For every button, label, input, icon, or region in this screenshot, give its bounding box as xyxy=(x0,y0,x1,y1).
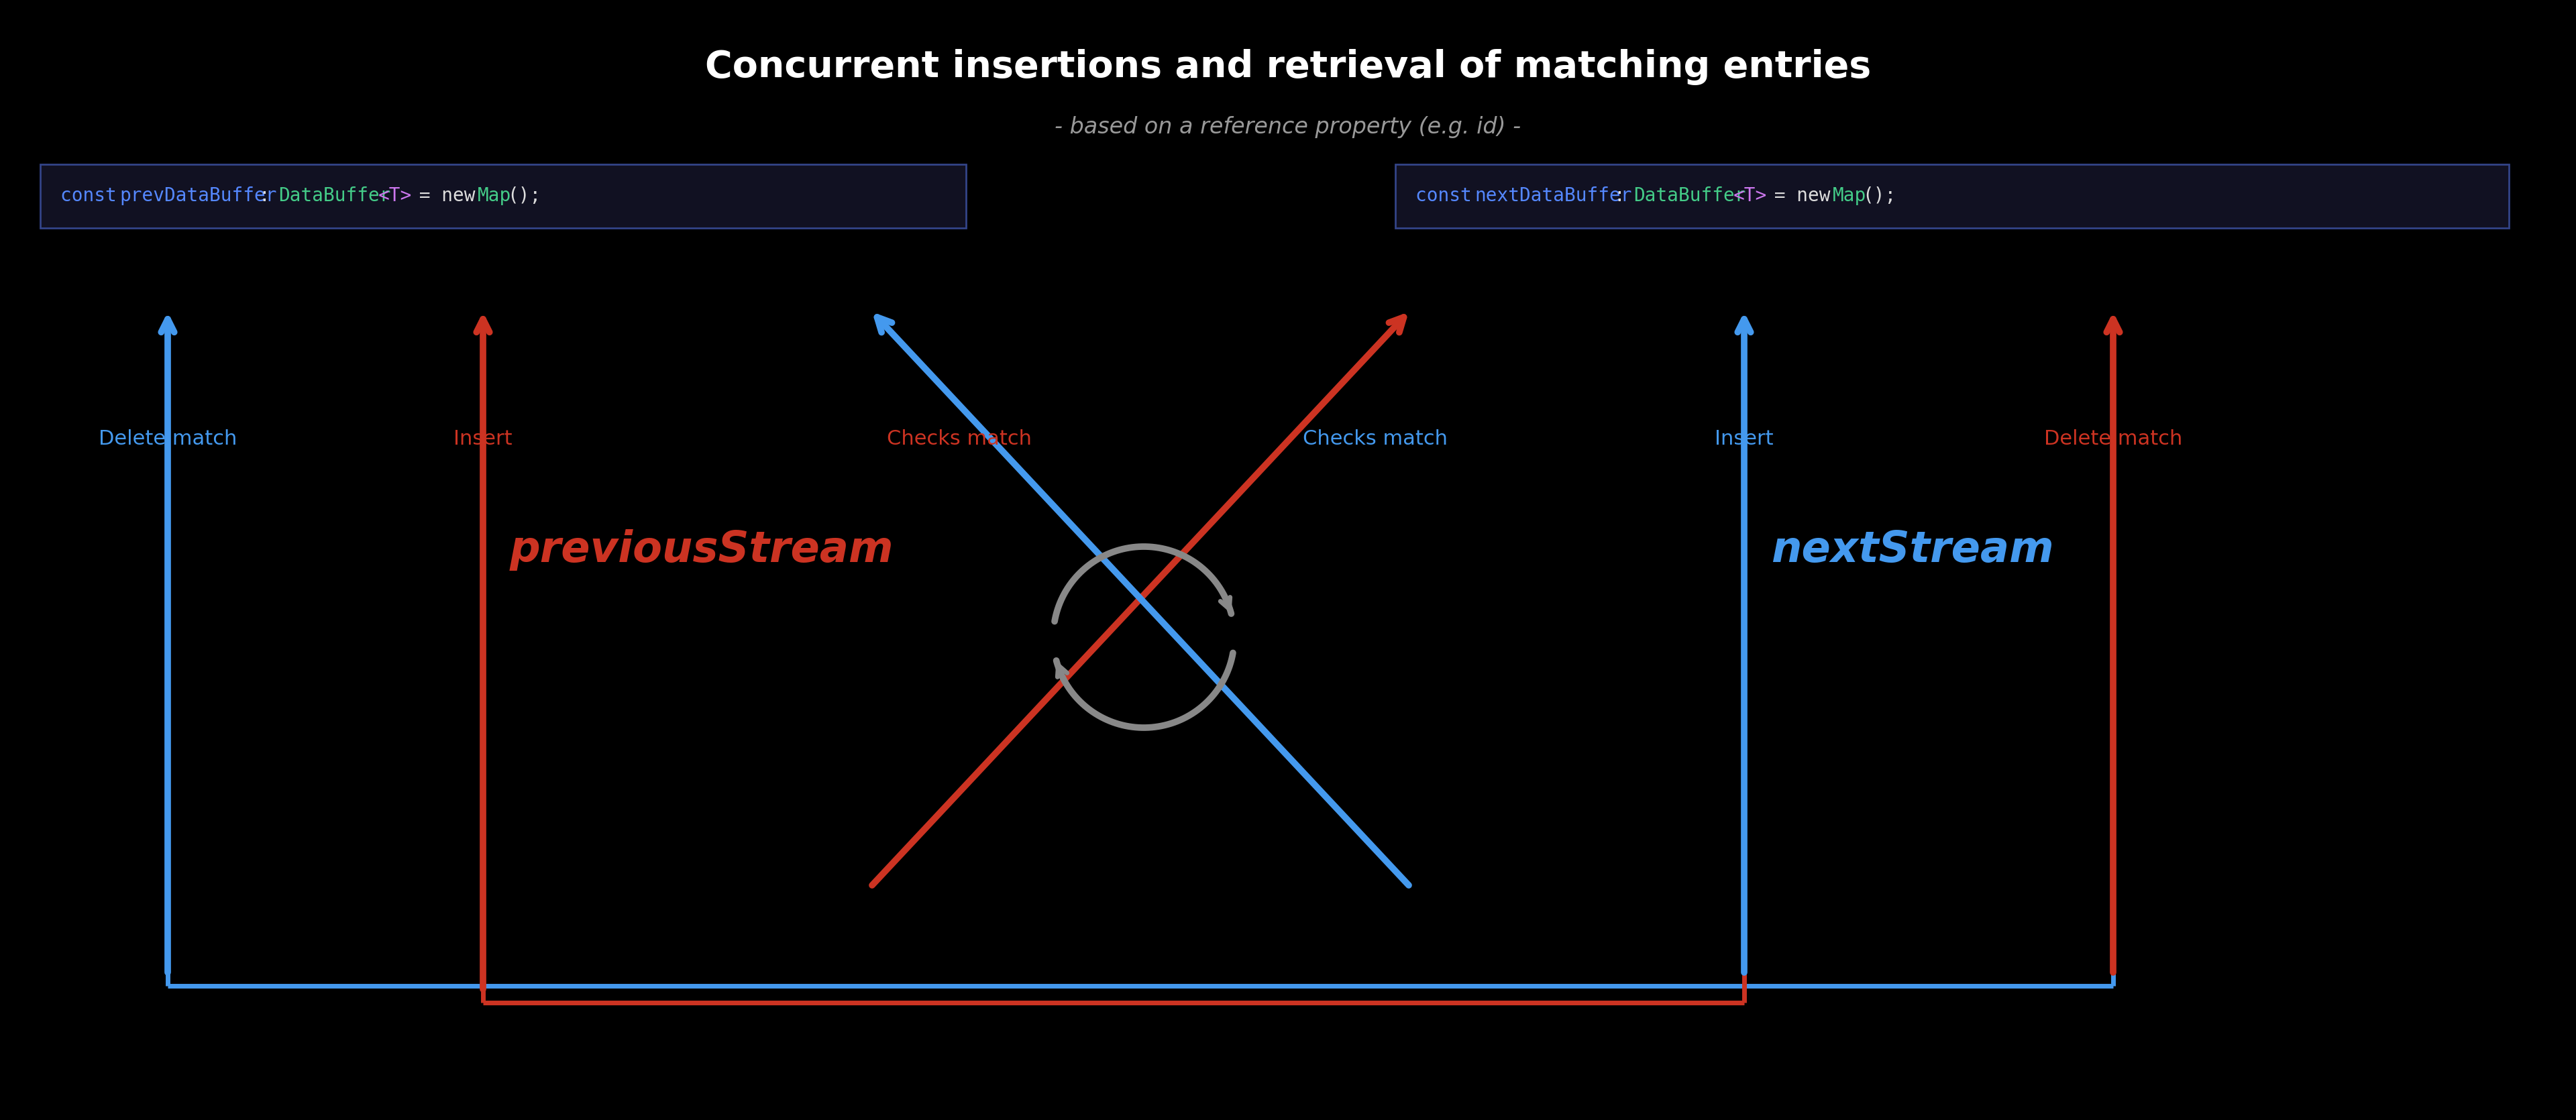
Text: Checks match: Checks match xyxy=(886,429,1033,449)
Text: DataBuffer: DataBuffer xyxy=(1633,186,1747,205)
Text: nextDataBuffer: nextDataBuffer xyxy=(1476,186,1633,205)
Text: ();: (); xyxy=(507,186,541,205)
Text: :: : xyxy=(260,186,281,205)
Text: = new: = new xyxy=(407,186,487,205)
Text: const: const xyxy=(59,186,129,205)
FancyBboxPatch shape xyxy=(1396,165,2509,228)
Text: Map: Map xyxy=(477,186,510,205)
Text: Map: Map xyxy=(1832,186,1865,205)
Text: const: const xyxy=(1414,186,1484,205)
Text: Checks match: Checks match xyxy=(1303,429,1448,449)
Text: Delete match: Delete match xyxy=(98,429,237,449)
Text: <T>: <T> xyxy=(379,186,412,205)
Text: - based on a reference property (e.g. id) -: - based on a reference property (e.g. id… xyxy=(1054,116,1522,139)
FancyBboxPatch shape xyxy=(41,165,966,228)
Text: previousStream: previousStream xyxy=(510,529,894,571)
Text: nextStream: nextStream xyxy=(1772,529,2053,571)
Text: prevDataBuffer: prevDataBuffer xyxy=(121,186,278,205)
Text: ();: (); xyxy=(1862,186,1896,205)
Text: Insert: Insert xyxy=(453,429,513,449)
Text: <T>: <T> xyxy=(1734,186,1767,205)
Text: Concurrent insertions and retrieval of matching entries: Concurrent insertions and retrieval of m… xyxy=(706,49,1870,85)
Text: Insert: Insert xyxy=(1716,429,1772,449)
Text: Delete match: Delete match xyxy=(2043,429,2182,449)
Text: :: : xyxy=(1615,186,1636,205)
Text: = new: = new xyxy=(1762,186,1842,205)
Text: DataBuffer: DataBuffer xyxy=(278,186,392,205)
